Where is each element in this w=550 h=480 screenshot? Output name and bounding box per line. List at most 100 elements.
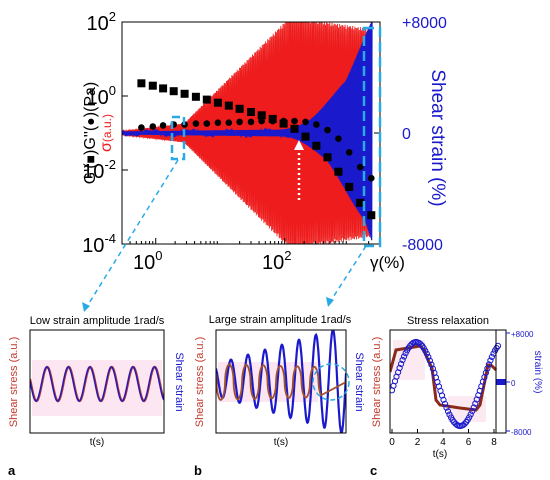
storage-modulus-point: [257, 111, 266, 120]
panel-c-strain-point: [487, 357, 494, 364]
main-tick-labels: 10-4 10-2 100 102 +8000 0 -8000 100 102: [82, 9, 447, 274]
loss-modulus-point: [214, 119, 222, 126]
storage-modulus-point: [169, 87, 178, 96]
panel-c-ticks: 0 2 4 6 8 +8000 0 -8000: [389, 330, 534, 448]
loss-modulus-point: [138, 124, 145, 131]
panel-c-strain-point: [398, 360, 405, 367]
panel-c-y-label: Shear stress (a.u.): [371, 337, 383, 427]
main-x-axis-label: γ(%): [370, 253, 405, 272]
panel-c-strain-point: [485, 361, 492, 368]
storage-modulus-point: [301, 132, 310, 141]
storage-modulus-point: [323, 153, 332, 162]
panel-c-strain-point: [494, 342, 502, 349]
panel-c-title: Stress relaxation: [407, 315, 489, 327]
panel-a-traces: [30, 360, 164, 416]
panel-b-x-label: t(s): [274, 437, 288, 448]
loss-modulus-point: [225, 119, 233, 126]
main-traces: [122, 22, 373, 244]
square-symbol: ■: [82, 155, 98, 163]
panel-c-strain-point: [472, 400, 479, 407]
left-tick-label: 102: [87, 9, 116, 35]
storage-modulus-point: [247, 108, 255, 116]
panel-c-y2-tick: +8000: [511, 330, 534, 339]
storage-modulus-point: [202, 95, 211, 104]
panel-b-stress: [216, 363, 346, 401]
panel-c-strain-point: [428, 361, 435, 368]
panel-c-strain-point: [461, 420, 468, 427]
panel-c-caption: c: [370, 463, 377, 478]
right-tick-label: 0: [402, 126, 411, 143]
panel-b-highlight-circle: [312, 363, 350, 401]
loss-modulus-point: [159, 122, 167, 129]
circle-symbol: ●: [82, 117, 98, 125]
loss-modulus-point: [192, 120, 200, 127]
loss-modulus-point: [356, 163, 364, 171]
panel-a-title: Low strain amplitude 1rad/s: [30, 315, 165, 327]
loss-modulus-point: [324, 126, 331, 134]
panel-c-strain-point: [399, 356, 406, 364]
panel-c-strain-point: [402, 350, 409, 357]
panel-c-strain-point: [441, 400, 449, 407]
main-y2-axis-label: Shear strain (%): [427, 69, 448, 206]
panel-c-strain-point: [423, 350, 430, 357]
storage-modulus-point: [290, 124, 299, 133]
panel-c-hold-bar: [496, 379, 506, 385]
storage-modulus-point: [224, 101, 233, 110]
storage-modulus-point: [312, 141, 321, 150]
storage-modulus-point: [137, 79, 146, 88]
crossover-arrow-head: [294, 140, 304, 150]
loss-modulus-point: [203, 120, 211, 127]
panel-c-strain-point: [466, 414, 473, 421]
panel-c-y2-tick: 0: [511, 379, 516, 388]
panel-c-strain-point: [417, 341, 424, 348]
panel-c-strain-point: [484, 365, 491, 372]
loss-modulus-point: [368, 174, 375, 182]
loss-modulus-point: [269, 117, 277, 125]
sigma-label: σ(a.u.): [98, 114, 115, 152]
panel-c-strain-point: [422, 347, 429, 354]
loss-modulus-point: [280, 117, 287, 125]
connector-b: [329, 245, 367, 303]
panel-c-traces: [390, 338, 506, 430]
storage-modulus-point: [345, 182, 354, 191]
x-tick-label: 100: [133, 248, 162, 274]
panel-c-y2-label: strain (%): [532, 351, 543, 394]
panel-a-y2-label: Shear strain: [173, 352, 185, 411]
panel-c-x-tick: 2: [415, 437, 421, 448]
left-tick-label: 10-4: [82, 231, 116, 257]
panel-a-x-label: t(s): [90, 437, 104, 448]
connector-a: [85, 159, 179, 309]
loss-modulus-point: [258, 117, 266, 125]
storage-modulus-point: [356, 198, 365, 207]
connector-b-head: [326, 297, 334, 307]
loss-modulus-point: [335, 135, 342, 142]
strain-trace: [122, 22, 373, 241]
storage-modulus-point: [148, 81, 157, 90]
panel-b-caption: b: [194, 463, 202, 478]
panel-c-x-tick: 6: [466, 437, 472, 448]
panel-a-y-label: Shear stress (a.u.): [8, 337, 20, 427]
storage-modulus-point: [235, 104, 244, 113]
panel-b-y2-label: Shear strain: [353, 352, 365, 411]
loss-modulus-point: [236, 118, 243, 126]
loss-modulus-point: [149, 123, 157, 130]
panel-c-strain-point: [425, 353, 432, 361]
panel-c-x-tick: 0: [389, 437, 395, 448]
x-tick-label: 102: [262, 248, 291, 274]
loss-modulus-point: [291, 117, 298, 125]
panel-c-strain-point: [444, 408, 452, 415]
loss-modulus-point: [313, 121, 320, 128]
panel-a-caption: a: [8, 463, 16, 478]
panel-b-strain: [216, 330, 346, 433]
panel-c-strain-point: [470, 404, 477, 411]
panel-c-strain-point: [401, 353, 408, 360]
right-tick-label: -8000: [402, 237, 443, 254]
storage-modulus-point: [367, 211, 376, 220]
main-y-axis-label: G'(■)G''(●)(Pa): [82, 82, 99, 185]
panel-c-y2-tick: -8000: [511, 428, 532, 437]
panel-c-x-tick: 8: [491, 437, 497, 448]
panel-c-strain-point: [426, 357, 433, 364]
panel-b-title: Large strain amplitude 1rad/s: [209, 314, 352, 326]
panel-c-x-label: t(s): [433, 449, 447, 460]
